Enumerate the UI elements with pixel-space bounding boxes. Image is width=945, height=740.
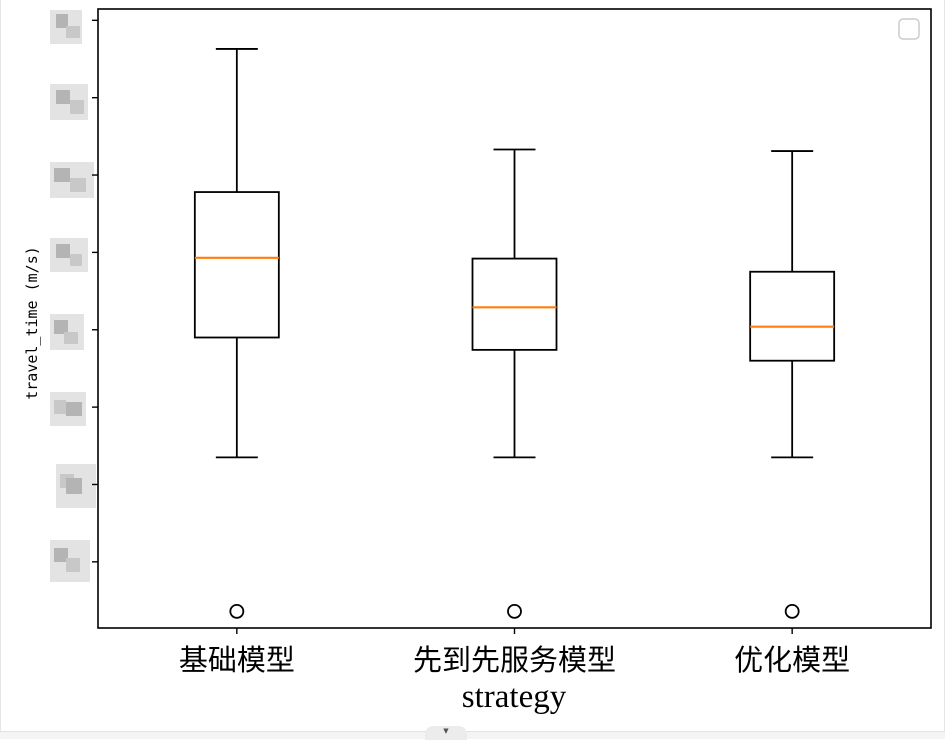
chevron-down-icon: ▼ bbox=[443, 727, 449, 735]
y-axis-label: travel_time (m/s) bbox=[23, 246, 41, 400]
plot-area-frame bbox=[97, 8, 932, 629]
x-tick-label: 优化模型 bbox=[734, 643, 850, 677]
x-tick-label: 先到先服务模型 bbox=[413, 643, 616, 677]
iqr-box bbox=[193, 191, 280, 339]
legend-box bbox=[898, 18, 920, 40]
x-tick-label: 基础模型 bbox=[179, 643, 295, 677]
x-axis-label: strategy bbox=[462, 679, 567, 715]
x-axis-ticks: 基础模型 先到先服务模型 优化模型 bbox=[179, 628, 850, 677]
box-series bbox=[193, 48, 836, 619]
box-group bbox=[193, 48, 280, 619]
iqr-box bbox=[749, 270, 836, 362]
iqr-box bbox=[471, 257, 558, 351]
box-group bbox=[749, 150, 836, 619]
outlier-point bbox=[784, 603, 800, 619]
bottom-bar bbox=[0, 731, 945, 739]
y-axis-ticks bbox=[92, 19, 98, 563]
collapse-handle[interactable]: ▼ bbox=[425, 726, 467, 740]
outlier-point bbox=[507, 603, 522, 619]
outlier-point bbox=[229, 603, 245, 619]
obscured-y-tick-labels bbox=[50, 10, 96, 582]
box-group bbox=[471, 148, 558, 619]
